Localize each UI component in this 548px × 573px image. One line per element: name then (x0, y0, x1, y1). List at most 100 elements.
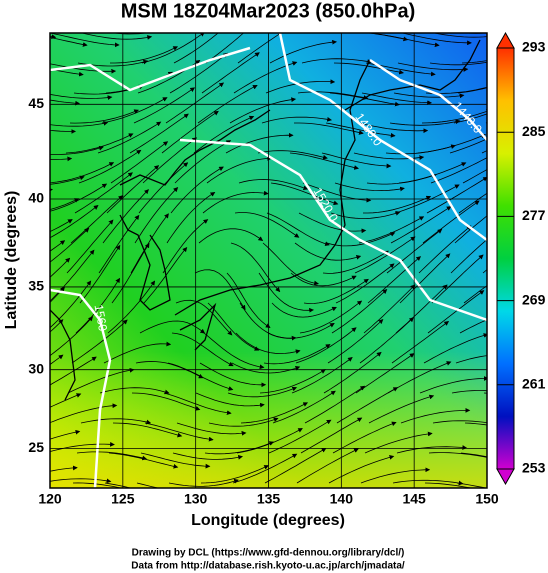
streamline (50, 63, 117, 74)
streamline (226, 272, 271, 328)
streamline (233, 61, 298, 94)
streamline (422, 200, 480, 244)
streamline (391, 321, 450, 364)
streamline (0, 123, 43, 134)
x-tick-label: 145 (402, 491, 426, 507)
contour-label: 1560 (92, 303, 110, 332)
streamline (390, 206, 452, 244)
streamline (139, 320, 206, 334)
streamline (483, 392, 487, 394)
colorbar-extend-top (496, 31, 515, 49)
streamline (50, 403, 118, 424)
streamline (395, 284, 448, 334)
streamline (50, 478, 112, 484)
x-tick-label: 120 (38, 491, 62, 507)
streamline (97, 121, 162, 154)
streamline (298, 212, 367, 234)
x-tick-label: 130 (184, 491, 208, 507)
streamline (50, 162, 115, 184)
streamline (321, 152, 392, 169)
streamline (453, 113, 487, 124)
streamline (50, 240, 66, 252)
streamline (0, 458, 42, 483)
streamline (50, 183, 108, 212)
streamline (50, 198, 80, 210)
streamline (0, 327, 36, 363)
streamline (197, 85, 258, 124)
streamline (169, 52, 229, 94)
streamline (71, 319, 128, 364)
streamline (50, 316, 94, 357)
credit: Drawing by DCL (https://www.gfd-dennou.o… (132, 548, 405, 559)
streamline (193, 115, 255, 154)
streamline (389, 119, 461, 126)
streamline (354, 236, 416, 274)
streamline (299, 300, 363, 334)
coastlines (50, 39, 481, 401)
streamline (72, 482, 123, 488)
streamline (290, 272, 357, 287)
streamline (428, 452, 487, 458)
streamline (419, 376, 487, 394)
streamline (207, 302, 260, 351)
streamline (335, 263, 395, 304)
streamline (70, 195, 124, 244)
streamline (165, 82, 225, 124)
streamline (367, 256, 422, 304)
streamline (173, 33, 219, 64)
streamline (50, 441, 115, 452)
streamline (142, 137, 198, 184)
streamline (291, 357, 353, 394)
streamline (131, 392, 201, 411)
streamline (368, 394, 435, 424)
streamline (194, 269, 246, 311)
streamline (296, 448, 359, 484)
streamline (304, 385, 366, 424)
streamline (69, 109, 139, 124)
streamline (81, 33, 153, 40)
streamline (328, 455, 395, 484)
streamline (200, 465, 269, 484)
colorbar-label: 269 (522, 291, 546, 307)
streamline (393, 92, 465, 99)
streamline (106, 165, 160, 214)
streamline (297, 91, 369, 100)
streamline (0, 391, 47, 424)
streamline (294, 242, 362, 261)
streamline (355, 353, 415, 394)
streamline (50, 37, 88, 47)
streamline (170, 166, 224, 214)
streamline (99, 387, 170, 395)
streamline (266, 212, 330, 246)
streamline (257, 150, 328, 160)
streamline (134, 187, 179, 244)
streamline (462, 169, 487, 184)
streamline (234, 212, 300, 238)
streamline (229, 97, 297, 124)
streamline (289, 152, 359, 170)
x-tick-label: 135 (257, 491, 281, 507)
streamline (113, 33, 149, 35)
streamline (432, 420, 487, 424)
credit: Data from http://database.rish.kyoto-u.a… (131, 561, 405, 572)
x-tick-label: 150 (475, 491, 499, 507)
streamline (227, 386, 298, 398)
streamline (111, 242, 150, 304)
streamline (50, 94, 113, 100)
streamline (75, 277, 121, 334)
streamline (79, 244, 121, 304)
streamline (430, 157, 487, 184)
streamline (103, 341, 172, 364)
streamline (204, 441, 275, 455)
colorbar-label: 253 (522, 460, 546, 476)
streamline (333, 62, 404, 75)
x-tick-label: 125 (111, 491, 135, 507)
streamline (50, 356, 97, 386)
streamline (361, 92, 432, 106)
streamline (262, 242, 319, 286)
streamline (130, 213, 169, 274)
streamline (336, 387, 399, 424)
streamline (50, 67, 53, 73)
colorbar-label: 285 (522, 123, 546, 139)
